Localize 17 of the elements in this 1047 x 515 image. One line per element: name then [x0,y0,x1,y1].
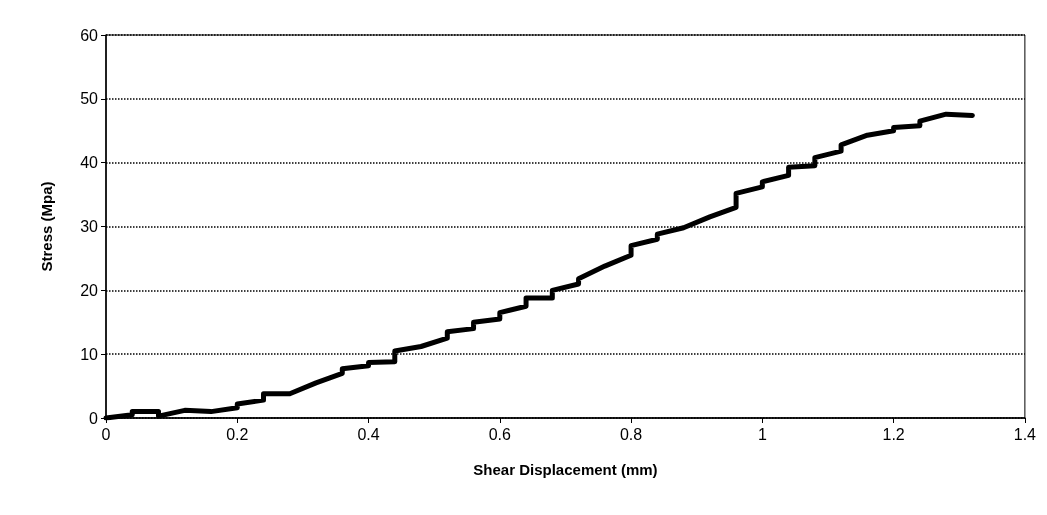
x-tick-label: 1 [757,425,767,443]
x-axis-title: Shear Displacement (mm) [473,461,658,478]
x-tick-label: 0 [101,425,111,443]
y-tick-label: 30 [80,218,99,235]
y-tick-label: 10 [80,345,99,363]
x-tick-label: 1.2 [882,425,905,443]
y-axis-title: Stress (Mpa) [38,181,55,272]
y-tick-label: 60 [80,26,99,44]
y-tick-label: 0 [89,409,99,427]
x-tick-label: 0.6 [488,425,512,443]
x-tick-label: 1.4 [1013,425,1037,443]
y-tick-label: 20 [80,281,99,299]
x-tick-label: 0.2 [226,425,249,443]
y-tick-label: 40 [80,154,99,172]
y-tick-label: 50 [80,90,99,108]
x-tick-label: 0.8 [619,425,643,443]
x-tick-label: 0.4 [357,425,380,443]
